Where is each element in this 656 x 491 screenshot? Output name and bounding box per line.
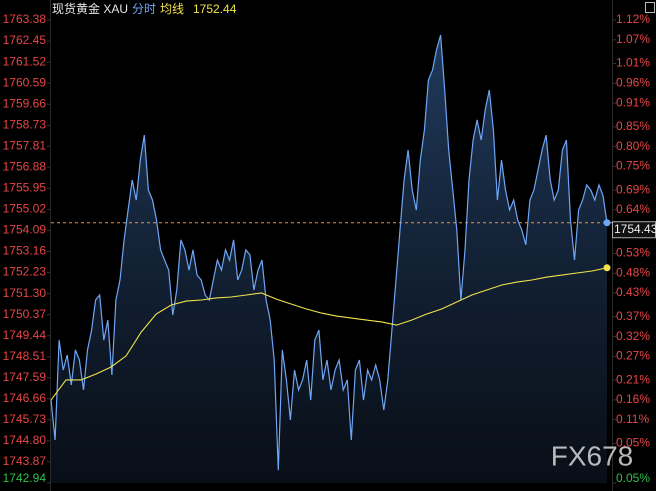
y-tick-label: 1753.16: [3, 244, 47, 258]
y-tick-label: 1754.09: [3, 223, 47, 237]
y2-tick-label: 0.16%: [616, 392, 650, 406]
average-end-dot: [603, 264, 611, 272]
y2-tick-label: 1.07%: [616, 32, 650, 46]
y2-tick-label: 0.32%: [616, 329, 650, 343]
y-tick-label: 1760.59: [3, 75, 47, 89]
y2-tick-label: 0.05%: [616, 471, 650, 485]
y2-tick-label: 0.91%: [616, 95, 650, 109]
y-tick-label: 1748.51: [3, 349, 47, 363]
y2-tick-label: 0.27%: [616, 349, 650, 363]
y2-tick-label: 0.64%: [616, 202, 650, 216]
y-tick-label: 1763.38: [3, 12, 47, 26]
y-tick-label: 1745.73: [3, 412, 47, 426]
y2-tick-label: 0.96%: [616, 75, 650, 89]
y2-tick-label: 0.75%: [616, 159, 650, 173]
y-tick-label: 1742.94: [3, 471, 47, 485]
y2-tick-label: 0.43%: [616, 285, 650, 299]
average-line: [50, 267, 608, 401]
y-tick-label: 1759.66: [3, 96, 47, 110]
y-tick-label: 1751.30: [3, 286, 47, 300]
y-tick-label: 1755.02: [3, 202, 47, 216]
y2-tick-label: 1.12%: [616, 12, 650, 26]
legend-entry: 均线: [160, 2, 184, 16]
average-value: 1752.44: [193, 2, 237, 16]
y2-tick-label: 0.80%: [616, 139, 650, 153]
y2-tick-label: 0.69%: [616, 182, 650, 196]
chart-title: 现货黄金 XAU: [52, 1, 128, 16]
y-tick-label: 1744.80: [3, 433, 47, 447]
price-end-dot: [603, 219, 611, 227]
y-tick-label: 1762.45: [3, 33, 47, 47]
y2-tick-label: 0.05%: [616, 436, 650, 450]
y2-tick-label: 0.53%: [616, 246, 650, 260]
y2-tick-label: 1.01%: [616, 56, 650, 70]
y-tick-label: 1758.73: [3, 118, 47, 132]
price-area: [51, 35, 607, 483]
y-tick-label: 1757.81: [3, 138, 47, 152]
y2-tick-label: 0.11%: [616, 412, 649, 426]
price-line: [50, 34, 608, 471]
y-tick-label: 1755.95: [3, 180, 47, 194]
y2-tick-label: 0.85%: [616, 119, 650, 133]
menu-icon[interactable]: [645, 2, 655, 13]
y-tick-label: 1743.87: [3, 454, 47, 468]
y2-tick-label: 0.21%: [616, 372, 650, 386]
legend-entry: 分时: [132, 2, 156, 16]
y-tick-label: 1761.52: [3, 54, 47, 68]
y-tick-label: 1747.59: [3, 370, 47, 384]
last-price-label: 1754.43: [614, 222, 656, 236]
y2-tick-label: 0.48%: [616, 265, 650, 279]
y-tick-label: 1756.88: [3, 159, 47, 173]
y-tick-label: 1750.37: [3, 307, 47, 321]
y-tick-label: 1746.66: [3, 391, 47, 405]
y-tick-label: 1752.23: [3, 265, 47, 279]
y2-tick-label: 0.37%: [616, 309, 650, 323]
watermark: FX678: [551, 440, 634, 471]
y-tick-label: 1749.44: [3, 328, 47, 342]
